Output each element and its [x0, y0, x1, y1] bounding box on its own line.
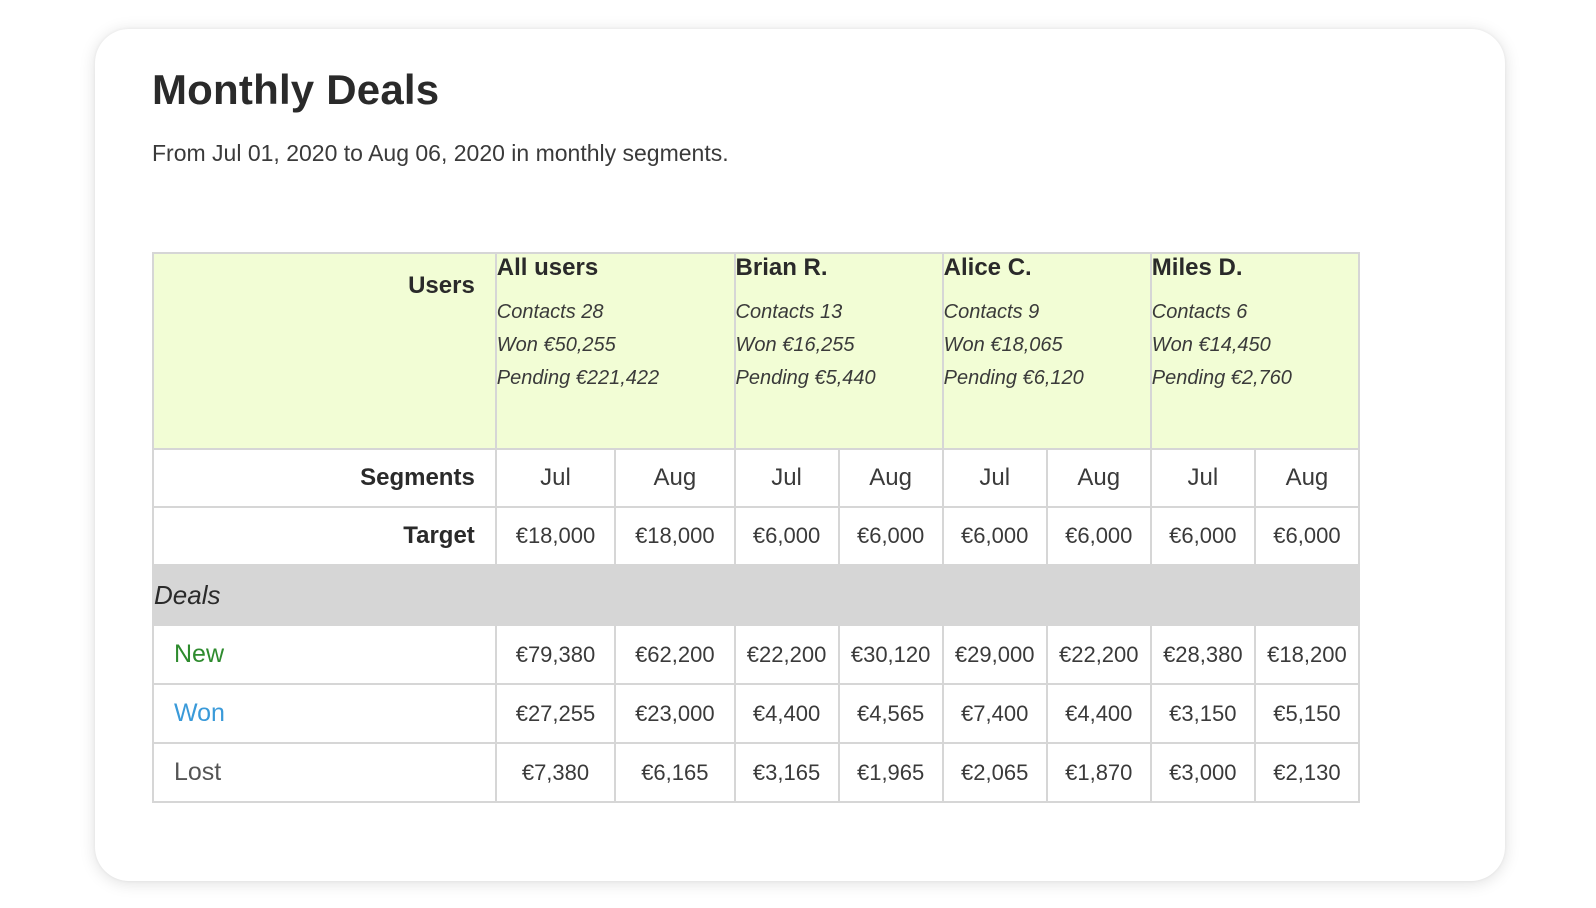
- target-cell: €6,000: [733, 506, 840, 566]
- table-cell: €3,150: [1149, 683, 1256, 744]
- user-column-miles: Miles D. Contacts 6 Won €14,450 Pending …: [1149, 252, 1361, 450]
- user-column-brian: Brian R. Contacts 13 Won €16,255 Pending…: [733, 252, 944, 450]
- segment-cell: Jul: [1149, 448, 1256, 508]
- monthly-deals-table: Users All users Contacts 28 Won €50,255 …: [152, 252, 1361, 803]
- user-won: Won €14,450: [1151, 334, 1271, 356]
- table-cell: €23,000: [614, 683, 736, 744]
- table-cell: €27,255: [494, 683, 617, 744]
- user-column-all-users: All users Contacts 28 Won €50,255 Pendin…: [494, 252, 736, 450]
- deals-row-label-lost[interactable]: Lost: [152, 742, 497, 803]
- user-won: Won €50,255: [496, 334, 616, 356]
- users-label: Users: [152, 252, 497, 450]
- target-cell: €18,000: [614, 506, 736, 566]
- table-cell: €4,565: [837, 683, 944, 744]
- deals-row-label-won[interactable]: Won: [152, 683, 497, 744]
- user-pending: Pending €6,120: [943, 367, 1084, 389]
- target-row: Target €18,000 €18,000 €6,000 €6,000 €6,…: [152, 506, 1361, 566]
- table-cell: €7,380: [494, 742, 617, 803]
- table-cell: €18,200: [1253, 624, 1361, 685]
- table-cell: €22,200: [733, 624, 840, 685]
- user-won: Won €16,255: [735, 334, 855, 356]
- users-header-row: Users All users Contacts 28 Won €50,255 …: [152, 252, 1361, 450]
- target-cell: €6,000: [1149, 506, 1256, 566]
- table-cell: €62,200: [614, 624, 736, 685]
- date-range-description: From Jul 01, 2020 to Aug 06, 2020 in mon…: [152, 140, 729, 166]
- user-column-alice: Alice C. Contacts 9 Won €18,065 Pending …: [941, 252, 1152, 450]
- table-cell: €7,400: [941, 683, 1048, 744]
- segments-label: Segments: [152, 448, 497, 508]
- user-name: Miles D.: [1151, 254, 1243, 281]
- user-name: Brian R.: [735, 254, 828, 281]
- page-title: Monthly Deals: [152, 66, 440, 113]
- deals-row-new: New €79,380 €62,200 €22,200 €30,120 €29,…: [152, 624, 1361, 685]
- segment-cell: Jul: [733, 448, 840, 508]
- user-contacts: Contacts 28: [496, 301, 604, 323]
- table-cell: €1,965: [837, 742, 944, 803]
- segments-row: Segments Jul Aug Jul Aug Jul Aug Jul Aug: [152, 448, 1361, 508]
- target-cell: €6,000: [1253, 506, 1361, 566]
- table-cell: €1,870: [1045, 742, 1152, 803]
- user-won: Won €18,065: [943, 334, 1063, 356]
- user-pending: Pending €221,422: [496, 367, 660, 389]
- user-name: Alice C.: [943, 254, 1032, 281]
- user-contacts: Contacts 9: [943, 301, 1040, 323]
- deals-row-label-new[interactable]: New: [152, 624, 497, 685]
- segment-cell: Jul: [941, 448, 1048, 508]
- segment-cell: Aug: [1045, 448, 1152, 508]
- table-cell: €2,065: [941, 742, 1048, 803]
- user-pending: Pending €2,760: [1151, 367, 1292, 389]
- target-cell: €18,000: [494, 506, 617, 566]
- deals-row-lost: Lost €7,380 €6,165 €3,165 €1,965 €2,065 …: [152, 742, 1361, 803]
- segment-cell: Aug: [837, 448, 944, 508]
- table-cell: €22,200: [1045, 624, 1152, 685]
- deals-section-row: Deals: [152, 564, 1360, 626]
- target-cell: €6,000: [941, 506, 1048, 566]
- user-contacts: Contacts 13: [735, 301, 843, 323]
- table-cell: €29,000: [941, 624, 1048, 685]
- segment-cell: Jul: [494, 448, 617, 508]
- user-contacts: Contacts 6: [1151, 301, 1248, 323]
- table-cell: €28,380: [1149, 624, 1256, 685]
- user-name: All users: [496, 254, 599, 281]
- deals-row-won: Won €27,255 €23,000 €4,400 €4,565 €7,400…: [152, 683, 1361, 744]
- segment-cell: Aug: [614, 448, 736, 508]
- table-cell: €4,400: [733, 683, 840, 744]
- table-cell: €79,380: [494, 624, 617, 685]
- target-cell: €6,000: [837, 506, 944, 566]
- target-cell: €6,000: [1045, 506, 1152, 566]
- user-pending: Pending €5,440: [735, 367, 876, 389]
- segment-cell: Aug: [1253, 448, 1361, 508]
- table-cell: €5,150: [1253, 683, 1361, 744]
- table-cell: €2,130: [1253, 742, 1361, 803]
- table-cell: €3,165: [733, 742, 840, 803]
- table-cell: €30,120: [837, 624, 944, 685]
- target-label: Target: [152, 506, 497, 566]
- table-cell: €4,400: [1045, 683, 1152, 744]
- deals-section-label: Deals: [152, 564, 1360, 626]
- table-cell: €6,165: [614, 742, 736, 803]
- table-cell: €3,000: [1149, 742, 1256, 803]
